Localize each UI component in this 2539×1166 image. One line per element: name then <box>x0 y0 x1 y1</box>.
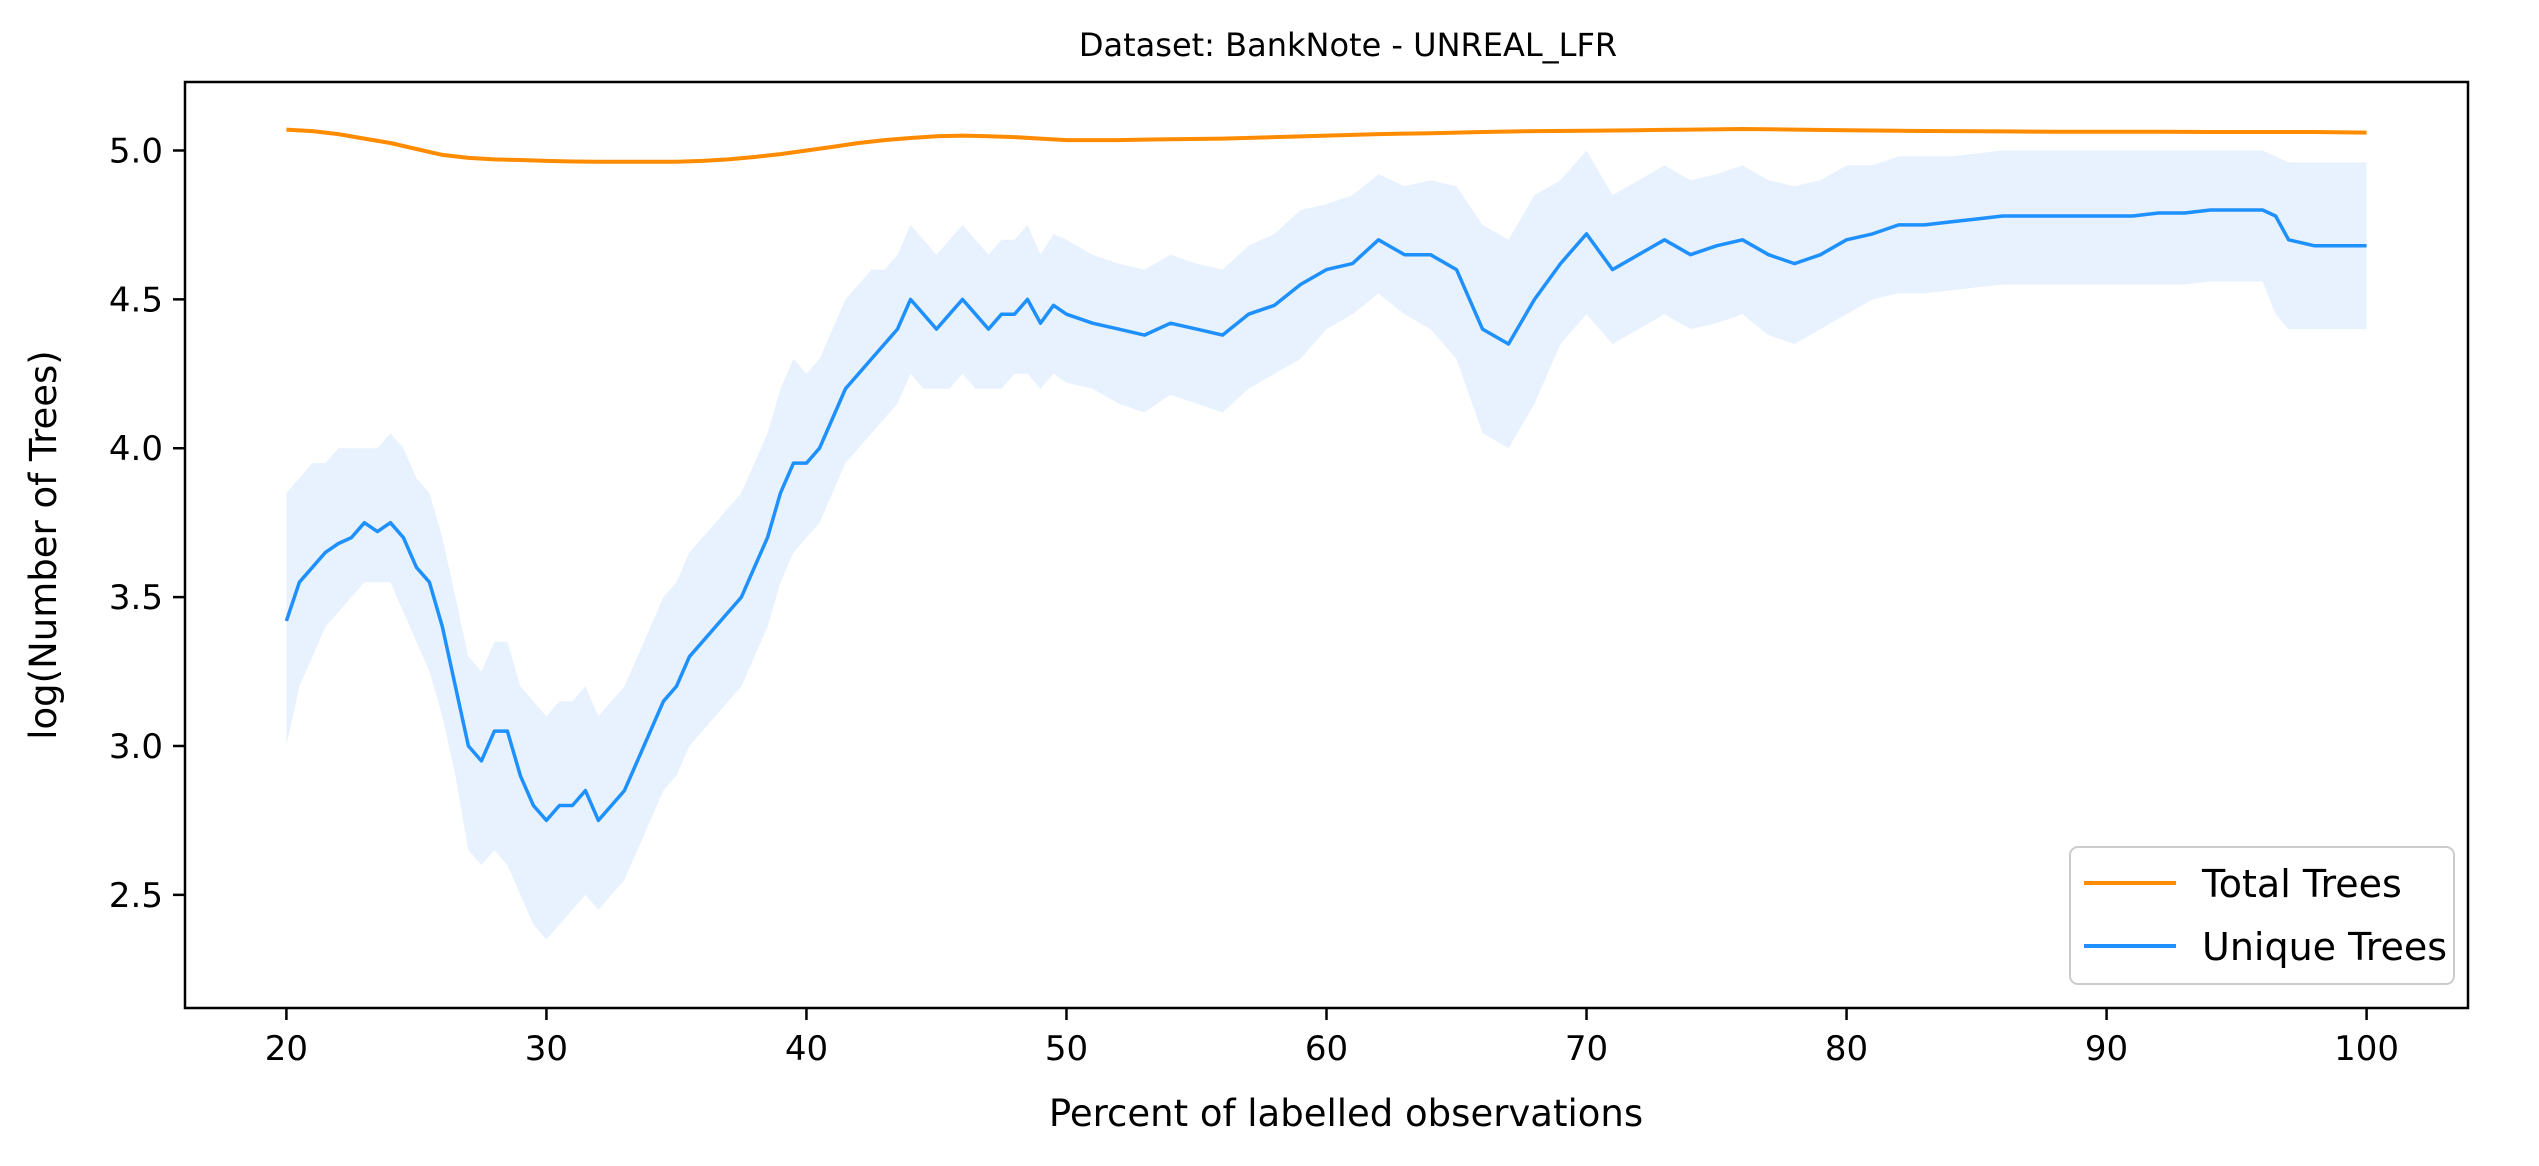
legend-label-unique-trees: Unique Trees <box>2202 925 2447 969</box>
x-tick-label: 90 <box>2085 1029 2128 1069</box>
legend: Total Trees Unique Trees <box>2069 846 2455 985</box>
y-tick-label: 2.5 <box>109 876 163 916</box>
x-tick-label: 100 <box>2334 1029 2399 1069</box>
y-tick-label: 3.5 <box>109 578 163 618</box>
x-tick-label: 60 <box>1305 1029 1348 1069</box>
x-axis: 20 30 40 50 60 70 80 90 100 <box>265 1008 2399 1069</box>
x-tick-label: 40 <box>785 1029 828 1069</box>
x-tick-label: 80 <box>1825 1029 1868 1069</box>
y-axis-label: log(Number of Trees) <box>22 350 65 739</box>
y-tick-label: 3.0 <box>109 727 163 767</box>
x-tick-label: 50 <box>1045 1029 1088 1069</box>
x-tick-label: 30 <box>525 1029 568 1069</box>
y-axis: 2.5 3.0 3.5 4.0 4.5 5.0 <box>109 131 185 916</box>
total-trees-line <box>286 127 2367 164</box>
y-tick-label: 5.0 <box>109 131 163 171</box>
unique-trees-confidence-band <box>286 150 2367 940</box>
legend-label-total-trees: Total Trees <box>2201 862 2402 906</box>
chart-title: Dataset: BankNote - UNREAL_LFR <box>1079 26 1617 64</box>
unique-trees-line <box>284 208 2367 823</box>
x-tick-label: 70 <box>1565 1029 1608 1069</box>
x-tick-label: 20 <box>265 1029 308 1069</box>
y-tick-label: 4.5 <box>109 280 163 320</box>
y-tick-label: 4.0 <box>109 429 163 469</box>
x-axis-label: Percent of labelled observations <box>1049 1092 1643 1135</box>
